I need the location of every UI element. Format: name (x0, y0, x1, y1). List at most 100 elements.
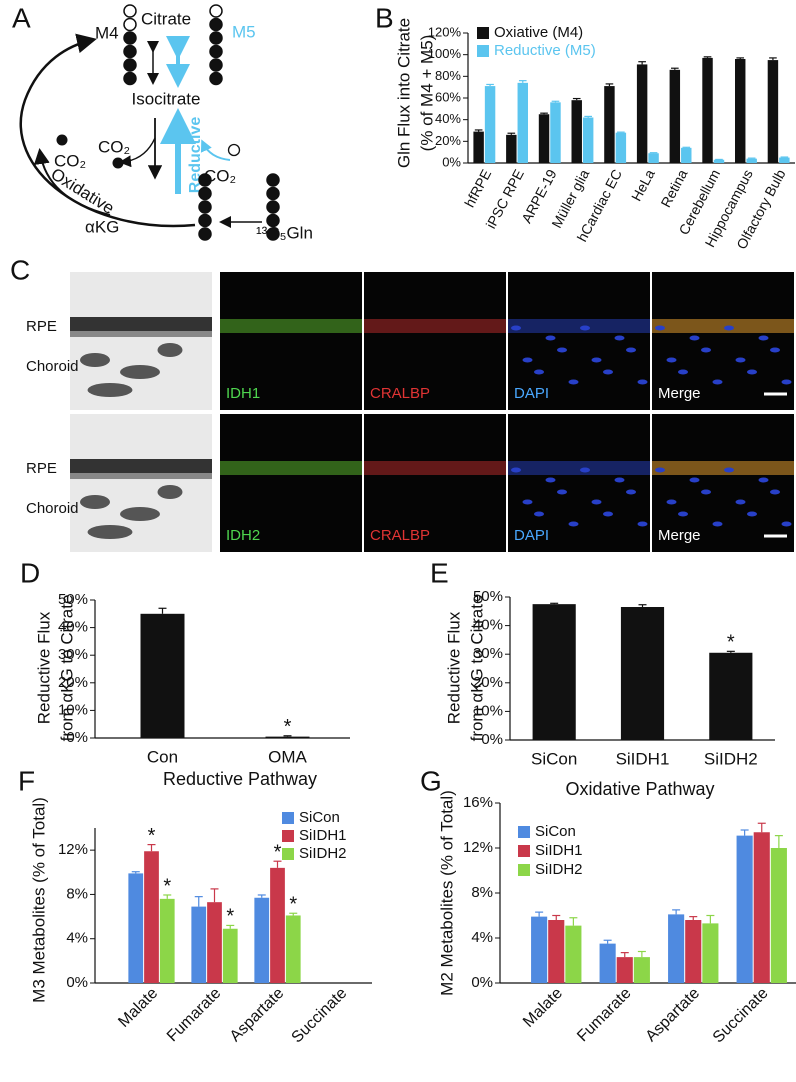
significance-mark: * (163, 875, 171, 897)
nucleus (701, 347, 711, 353)
channel-label: IDH1 (226, 385, 260, 402)
bar (571, 100, 582, 163)
pigment (120, 365, 160, 379)
diagram-label: M5 (232, 22, 256, 41)
legend-label: Reductive (M5) (494, 42, 596, 59)
micrograph-bg (508, 272, 650, 410)
panel-letter: F (18, 765, 35, 796)
bar (702, 57, 713, 163)
bar (285, 915, 301, 983)
carbon-atom (198, 186, 212, 201)
rpe-layer (70, 317, 212, 331)
y-tick-label: 10% (473, 702, 503, 719)
y-axis-label: M3 Metabolites (% of Total) (29, 797, 48, 1003)
nucleus (545, 477, 556, 483)
carbon-atom (123, 58, 137, 72)
bar (633, 957, 650, 983)
nucleus (534, 369, 544, 375)
bar (735, 59, 746, 163)
y-tick-label: 50% (473, 588, 503, 605)
pigment (157, 485, 183, 499)
legend-swatch (282, 830, 294, 842)
pigment (157, 343, 183, 357)
nucleus (626, 347, 636, 353)
legend-swatch (518, 826, 530, 838)
channel-label: IDH2 (226, 527, 260, 544)
diagram-label: CO₂ (98, 137, 130, 156)
nucleus (770, 489, 780, 495)
rpe-layer (70, 459, 212, 473)
rpe-layer (652, 461, 794, 475)
bar (779, 157, 790, 163)
bar (616, 957, 633, 983)
significance-mark: * (226, 906, 234, 928)
x-tick-label: SiIDH1 (616, 749, 670, 768)
x-tick-label: SiIDH2 (704, 749, 758, 768)
nucleus (689, 335, 700, 341)
nucleus (557, 347, 567, 353)
nucleus (758, 335, 769, 341)
bar (599, 943, 616, 983)
bar (669, 69, 681, 163)
nucleus (534, 511, 544, 517)
nucleus (758, 477, 769, 483)
carbon-atom (266, 173, 280, 187)
carbon-atom (266, 200, 280, 214)
bar (615, 132, 627, 163)
x-tick-label: Malate (115, 985, 161, 1031)
bar (753, 832, 770, 983)
nucleus (678, 369, 688, 375)
carbon-atom (123, 44, 137, 59)
micrograph (652, 414, 794, 552)
nucleus (747, 369, 757, 375)
channel-label: Merge (658, 527, 701, 544)
co2-atom (56, 134, 68, 146)
carbon-atom (123, 31, 137, 45)
pigment (120, 507, 160, 521)
significance-mark: * (274, 841, 282, 863)
diagram-label: M4 (95, 23, 119, 42)
carbon-atom (266, 186, 280, 201)
bar (265, 736, 310, 738)
y-tick-label: 4% (471, 929, 493, 946)
micrograph-bg (220, 414, 362, 552)
legend-swatch (282, 848, 294, 860)
y-axis-label: Reductive Flux (34, 611, 53, 724)
nucleus (580, 467, 590, 473)
bar (767, 60, 779, 164)
rpe-layer (364, 461, 506, 475)
y-tick-label: 100% (428, 46, 462, 61)
carbon-atom (266, 213, 280, 228)
y-tick-label: 0% (481, 731, 503, 748)
channel-label: CRALBP (370, 385, 430, 402)
nucleus (614, 477, 625, 483)
micrograph (508, 272, 650, 410)
significance-mark: * (727, 632, 735, 654)
bar (270, 867, 285, 983)
y-tick-label: 8% (66, 885, 88, 902)
y-tick-label: 12% (58, 841, 88, 858)
nucleus (666, 499, 677, 505)
y-tick-label: 20% (473, 674, 503, 691)
nucleus (591, 499, 602, 505)
y-tick-label: 30% (473, 645, 503, 662)
y-tick-label: 0% (471, 974, 493, 991)
diagram-label: CO₂ (204, 166, 236, 185)
bar (620, 607, 665, 740)
y-tick-label: 10% (58, 701, 88, 718)
nucleus (568, 521, 579, 527)
nucleus (580, 325, 590, 331)
bar (746, 158, 757, 163)
micrograph-bg (652, 414, 794, 552)
y-tick-label: 50% (58, 591, 88, 608)
legend-swatch (477, 27, 489, 39)
rpe-layer (508, 319, 650, 333)
y-tick-label: 40% (435, 111, 461, 126)
bar (713, 159, 725, 163)
nucleus (655, 467, 665, 473)
carbon-atom (198, 213, 212, 228)
legend-swatch (518, 864, 530, 876)
micrograph-bg (508, 414, 650, 552)
x-tick-label: SiCon (531, 749, 577, 768)
bar (484, 86, 496, 163)
